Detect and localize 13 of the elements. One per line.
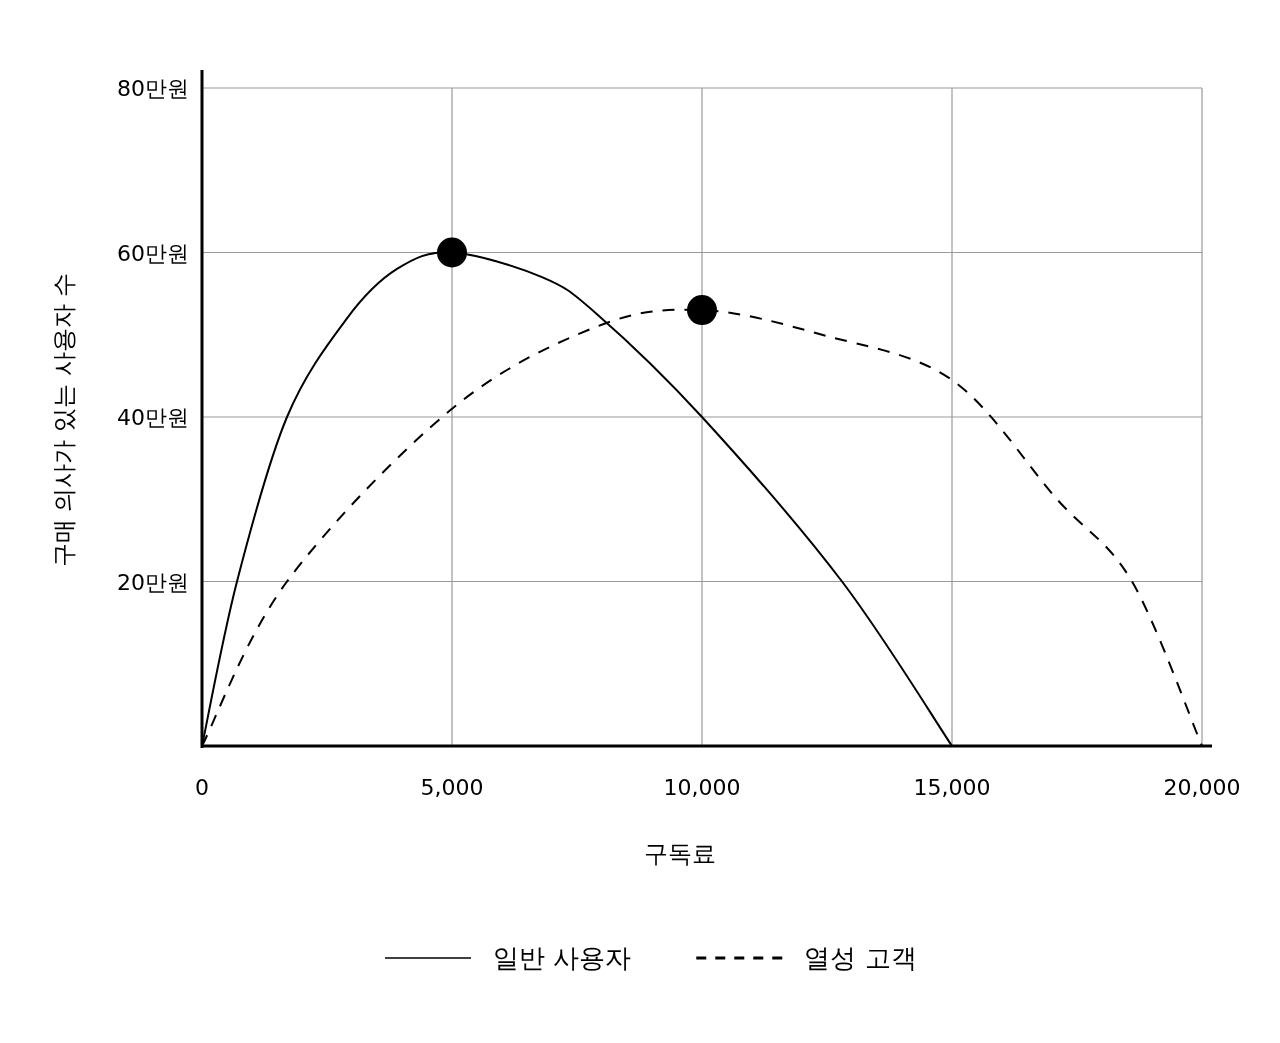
x-tick-label: 5,000 bbox=[420, 775, 484, 800]
legend-label: 일반 사용자 bbox=[493, 943, 632, 973]
y-tick-label: 40만원 bbox=[117, 405, 189, 430]
x-axis-title: 구독료 bbox=[644, 840, 716, 868]
y-tick-label: 20만원 bbox=[117, 569, 189, 595]
x-tick-label: 0 bbox=[195, 775, 209, 800]
y-tick-label: 80만원 bbox=[117, 76, 189, 101]
x-tick-label: 10,000 bbox=[663, 775, 741, 800]
legend-label: 열성 고객 bbox=[804, 943, 917, 973]
y-axis-title: 구매 의사가 있는 사용자 수 bbox=[50, 272, 78, 568]
y-tick-label: 60만원 bbox=[117, 240, 189, 266]
x-tick-label: 20,000 bbox=[1163, 775, 1241, 800]
x-tick-label: 15,000 bbox=[913, 775, 991, 800]
